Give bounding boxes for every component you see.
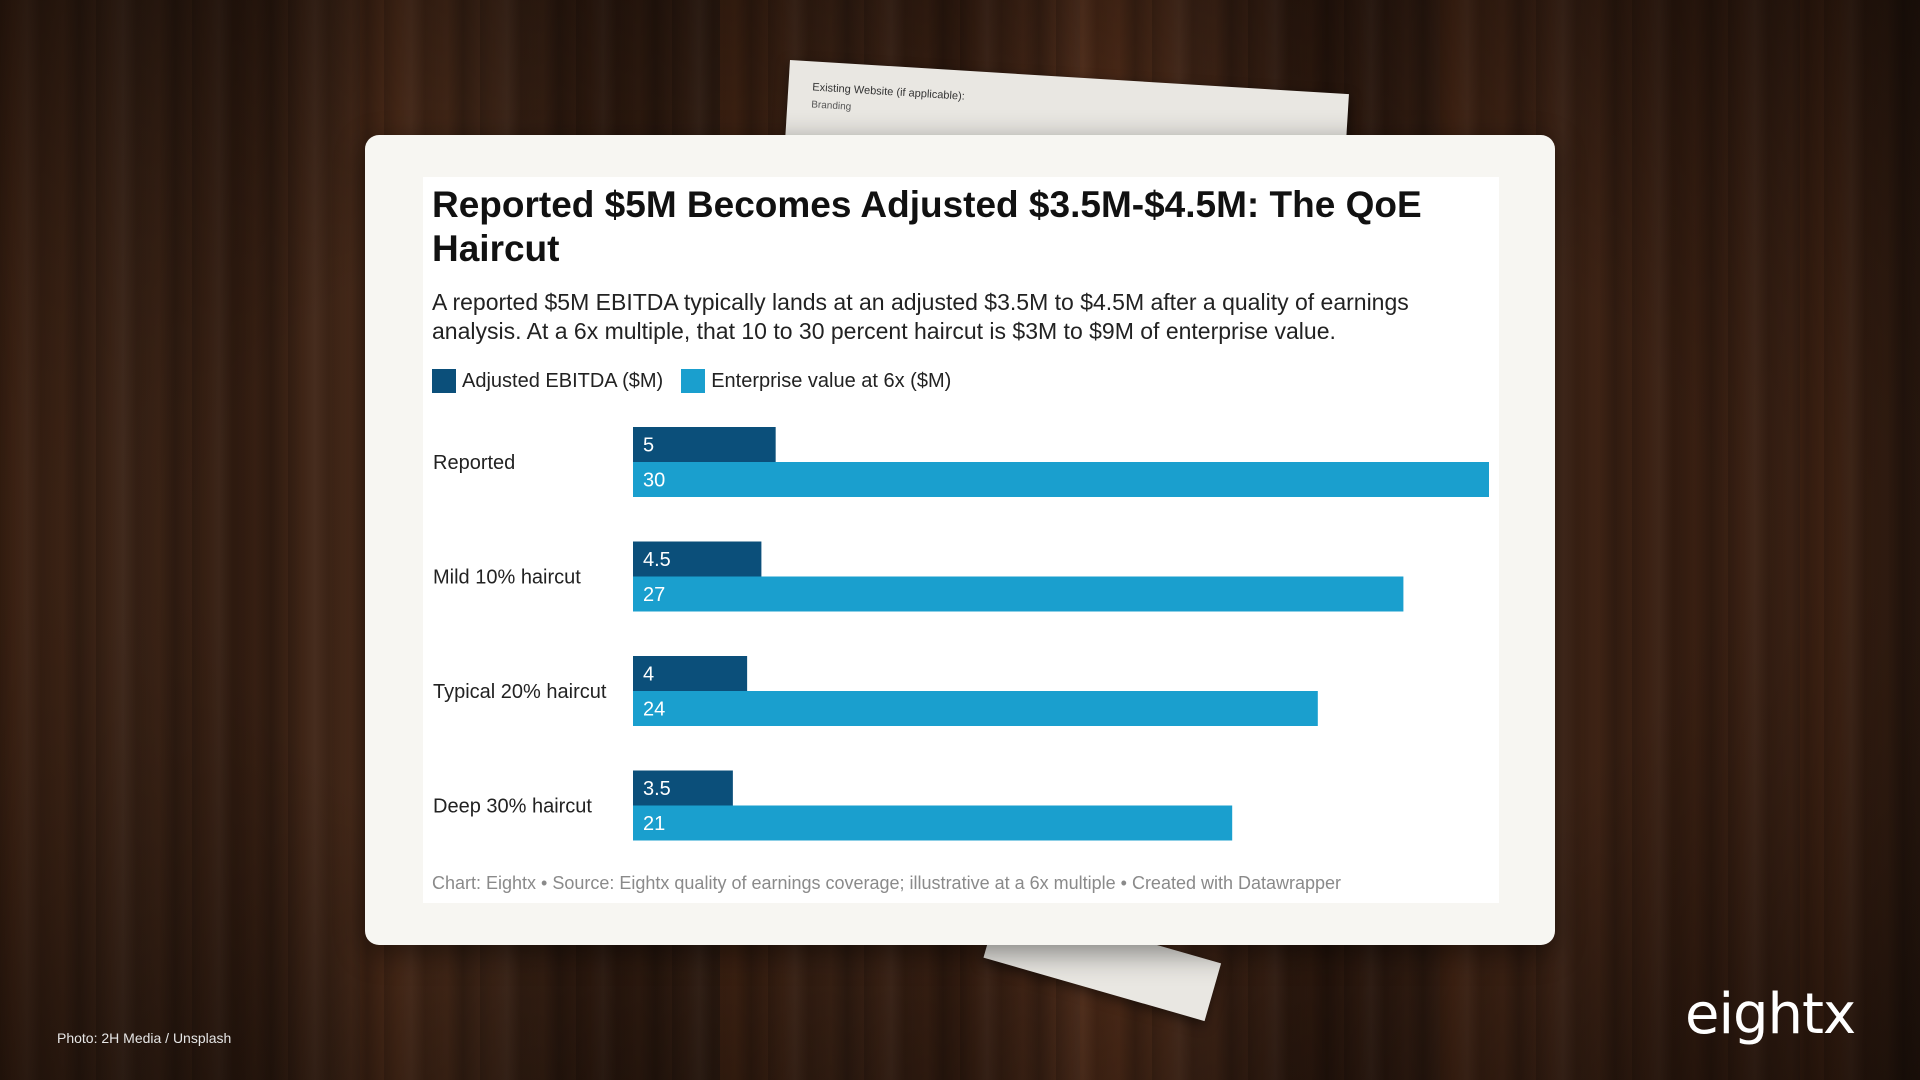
bar-ev-typical-20-haircut [633,691,1318,726]
category-label-mild-10-haircut: Mild 10% haircut [433,567,581,589]
chart-title: Reported $5M Becomes Adjusted $3.5M-$4.5… [432,184,1422,269]
bar-ebitda-deep-30-haircut [633,770,733,806]
bar-ebitda-typical-20-haircut [633,656,748,691]
bar-ev-deep-30-haircut [633,805,1233,841]
data-label-ebitda-reported: 5 [643,435,654,457]
data-label-ev-reported: 30 [643,470,665,492]
paper-text-2: Branding [810,99,852,113]
paper-text-1: Existing Website (if applicable): [812,81,966,103]
chart-subtitle: A reported $5M EBITDA typically lands at… [432,289,1409,344]
category-label-deep-30-haircut: Deep 30% haircut [433,796,592,818]
legend-swatch-ebitda [432,369,456,393]
legend-label-ebitda: Adjusted EBITDA ($M) [462,369,664,392]
chart-footer: Chart: Eightx • Source: Eightx quality o… [432,873,1342,893]
data-label-ev-mild-10-haircut: 27 [643,584,665,606]
data-label-ev-typical-20-haircut: 24 [643,699,665,721]
chart-panel: Reported $5M Becomes Adjusted $3.5M-$4.5… [423,177,1499,903]
data-label-ebitda-typical-20-haircut: 4 [643,664,654,686]
data-label-ev-deep-30-haircut: 21 [643,813,665,835]
data-label-ebitda-mild-10-haircut: 4.5 [643,549,671,571]
category-label-reported: Reported [433,452,515,474]
legend-item-ev: Enterprise value at 6x ($M) [681,369,951,393]
photo-credit: Photo: 2H Media / Unsplash [57,1030,232,1046]
bar-chart: Reported 5 30 Mild 10% haircut 4.5 27 Typical … [433,427,1489,841]
legend-label-ev: Enterprise value at 6x ($M) [711,369,952,392]
category-label-typical-20-haircut: Typical 20% haircut [433,681,607,703]
chart-legend: Adjusted EBITDA ($M) Enterprise value at… [432,368,969,394]
bar-ev-mild-10-haircut [633,576,1404,612]
bar-ebitda-reported [633,427,776,462]
bar-ebitda-mild-10-haircut [633,541,762,577]
legend-item-ebitda: Adjusted EBITDA ($M) [432,369,663,393]
data-label-ebitda-deep-30-haircut: 3.5 [643,778,671,800]
chart-card: Reported $5M Becomes Adjusted $3.5M-$4.5… [365,135,1555,945]
legend-swatch-ev [681,369,706,393]
eightx-logo: eightx [1685,982,1856,1047]
bar-ev-reported [633,462,1489,497]
